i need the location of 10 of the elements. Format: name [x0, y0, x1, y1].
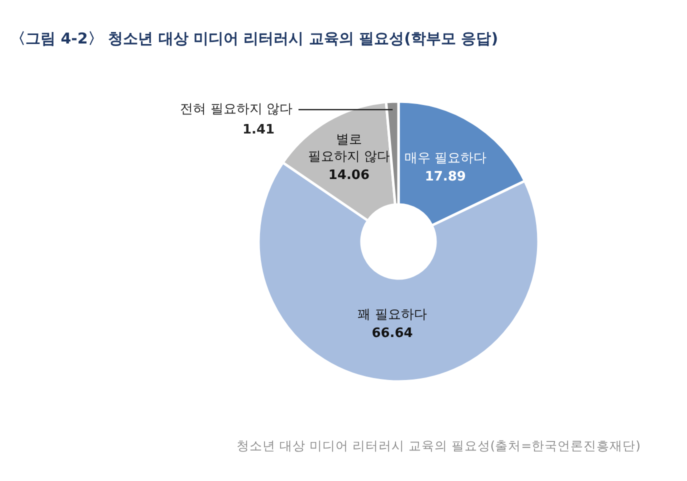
slice-label: 별로 필요하지 않다	[308, 132, 390, 164]
data-label: 1.41	[242, 122, 275, 138]
slice-label: 매우 필요하다	[404, 151, 486, 166]
slice-label: 전혀 필요하지 않다	[180, 102, 292, 118]
chart-title: 〈그림 4-2〉 청소년 대상 미디어 리터러시 교육의 필요성(학부모 응답)	[10, 30, 498, 48]
data-label: 66.64	[372, 326, 413, 341]
data-label: 17.89	[424, 170, 466, 185]
slice-label: 꽤 필요하다	[358, 307, 427, 322]
text: 청소년 대상 미디어 리터러시 교육의 필요성(출처=한국언론진흥재단)	[236, 438, 641, 453]
data-label: 14.06	[328, 168, 370, 183]
